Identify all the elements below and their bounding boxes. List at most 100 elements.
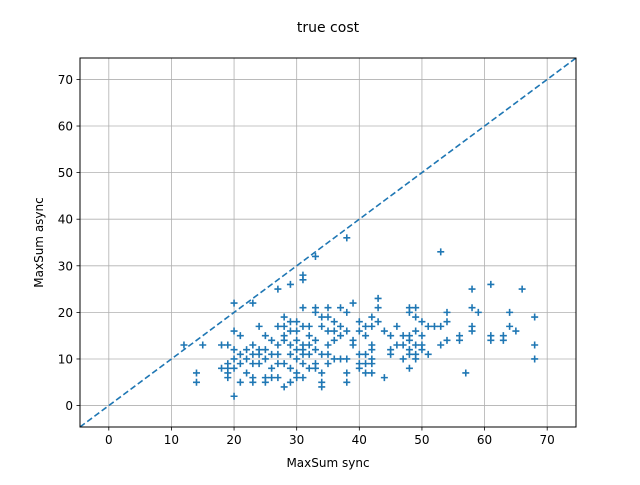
data-point: [355, 327, 363, 335]
data-point: [468, 327, 476, 335]
data-point: [355, 364, 363, 372]
data-point: [293, 346, 301, 354]
data-point: [418, 318, 426, 326]
data-point: [506, 322, 514, 330]
data-point: [236, 378, 244, 386]
data-point: [412, 327, 420, 335]
data-point: [299, 304, 307, 312]
data-point: [387, 350, 395, 358]
data-point: [380, 374, 388, 382]
data-point: [274, 374, 282, 382]
data-point: [355, 350, 363, 358]
data-point: [412, 304, 420, 312]
data-point: [374, 318, 382, 326]
data-point: [280, 322, 288, 330]
data-point: [274, 285, 282, 293]
data-point: [286, 350, 294, 358]
data-point: [299, 350, 307, 358]
data-point: [280, 383, 288, 391]
data-point: [468, 304, 476, 312]
y-tick-label: 30: [58, 259, 73, 273]
data-point: [268, 364, 276, 372]
data-point: [324, 341, 332, 349]
data-point: [424, 322, 432, 330]
data-point: [261, 332, 269, 340]
data-point: [343, 234, 351, 242]
data-point: [318, 313, 326, 321]
data-point: [274, 360, 282, 368]
data-point: [468, 285, 476, 293]
data-point: [268, 336, 276, 344]
data-point: [299, 322, 307, 330]
data-point: [286, 341, 294, 349]
data-point: [343, 378, 351, 386]
data-point: [355, 318, 363, 326]
data-point: [531, 341, 539, 349]
data-point: [255, 350, 263, 358]
data-point: [305, 350, 313, 358]
data-point: [531, 355, 539, 363]
data-point: [305, 332, 313, 340]
data-point: [324, 350, 332, 358]
y-tick-label: 50: [58, 166, 73, 180]
y-tick-label: 70: [58, 73, 73, 87]
data-point: [268, 374, 276, 382]
data-point: [299, 374, 307, 382]
data-point: [249, 378, 257, 386]
data-point: [286, 378, 294, 386]
data-point: [286, 327, 294, 335]
data-point: [286, 318, 294, 326]
data-point: [531, 313, 539, 321]
data-point: [349, 341, 357, 349]
y-tick-label: 0: [65, 399, 73, 413]
y-tick-label: 20: [58, 306, 73, 320]
x-tick-label: 30: [289, 433, 304, 447]
data-point: [311, 364, 319, 372]
diagonal-reference-line: [79, 57, 577, 428]
data-point: [412, 355, 420, 363]
data-point: [330, 336, 338, 344]
data-point: [311, 336, 319, 344]
data-point: [380, 327, 388, 335]
data-point: [318, 322, 326, 330]
data-point: [443, 318, 451, 326]
data-point: [280, 336, 288, 344]
data-point: [405, 308, 413, 316]
data-point: [405, 350, 413, 358]
data-point: [362, 360, 370, 368]
points-layer: [180, 234, 539, 400]
data-point: [280, 360, 288, 368]
data-point: [368, 313, 376, 321]
data-point: [255, 322, 263, 330]
data-point: [337, 304, 345, 312]
data-point: [249, 360, 257, 368]
data-point: [368, 346, 376, 354]
data-point: [368, 360, 376, 368]
data-point: [405, 364, 413, 372]
data-point: [437, 341, 445, 349]
data-point: [362, 350, 370, 358]
data-point: [199, 341, 207, 349]
data-point: [293, 327, 301, 335]
data-point: [243, 346, 251, 354]
data-point: [330, 327, 338, 335]
data-point: [368, 322, 376, 330]
data-point: [462, 369, 470, 377]
data-point: [343, 327, 351, 335]
y-axis-label: MaxSum async: [32, 197, 46, 287]
x-tick-label: 50: [414, 433, 429, 447]
data-point: [274, 350, 282, 358]
data-point: [261, 355, 269, 363]
data-point: [418, 346, 426, 354]
data-point: [299, 360, 307, 368]
data-point: [305, 364, 313, 372]
data-point: [399, 355, 407, 363]
data-point: [443, 336, 451, 344]
data-point: [324, 313, 332, 321]
data-point: [456, 336, 464, 344]
data-point: [324, 360, 332, 368]
data-point: [180, 341, 188, 349]
data-point: [311, 252, 319, 260]
